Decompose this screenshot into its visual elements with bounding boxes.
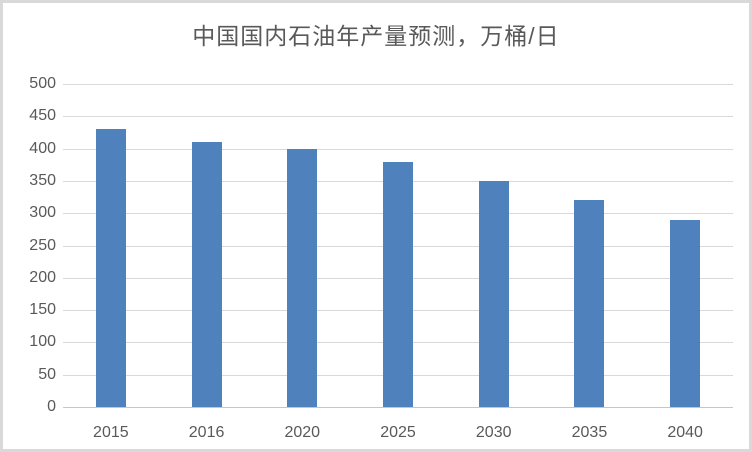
y-axis-tick-label: 400 xyxy=(29,139,56,157)
x-axis-line xyxy=(63,407,733,408)
bar-2040 xyxy=(670,219,701,407)
bar-2030 xyxy=(478,180,509,407)
x-axis-tick-label: 2016 xyxy=(188,424,225,441)
x-axis-tick-label: 2020 xyxy=(284,424,321,441)
x-axis-tick-label: 2025 xyxy=(380,424,416,441)
y-axis-tick-label: 100 xyxy=(29,333,56,351)
bar-2035 xyxy=(574,200,605,407)
y-axis-tick-label: 150 xyxy=(29,301,56,319)
y-axis-tick-label: 200 xyxy=(29,268,56,286)
gridline xyxy=(63,116,733,118)
gridline xyxy=(63,148,733,150)
chart-title: 中国国内石油年产量预测，万桶/日 xyxy=(192,23,560,49)
y-axis-tick-label: 50 xyxy=(38,365,56,383)
y-axis-tick-label: 350 xyxy=(29,171,56,189)
bar-2015 xyxy=(95,129,126,407)
x-axis-tick-label: 2040 xyxy=(667,424,703,441)
bar-2025 xyxy=(383,161,413,407)
y-axis-tick-label: 0 xyxy=(47,398,56,415)
y-axis-tick-label: 500 xyxy=(29,75,56,92)
y-axis-tick-label: 300 xyxy=(29,204,56,222)
plot-area: 0 50 100 150 200 250 300 350 400 450 500 2015 2016 20… xyxy=(3,3,749,449)
bar-2016 xyxy=(191,142,222,407)
y-axis-tick-label: 250 xyxy=(29,236,56,254)
y-axis-tick-label: 450 xyxy=(29,107,56,125)
bar-2020 xyxy=(287,148,318,407)
gridline xyxy=(63,84,733,85)
x-axis-tick-label: 2035 xyxy=(571,424,608,441)
x-axis-tick-label: 2015 xyxy=(93,424,129,441)
x-axis-tick-label: 2030 xyxy=(475,424,512,441)
